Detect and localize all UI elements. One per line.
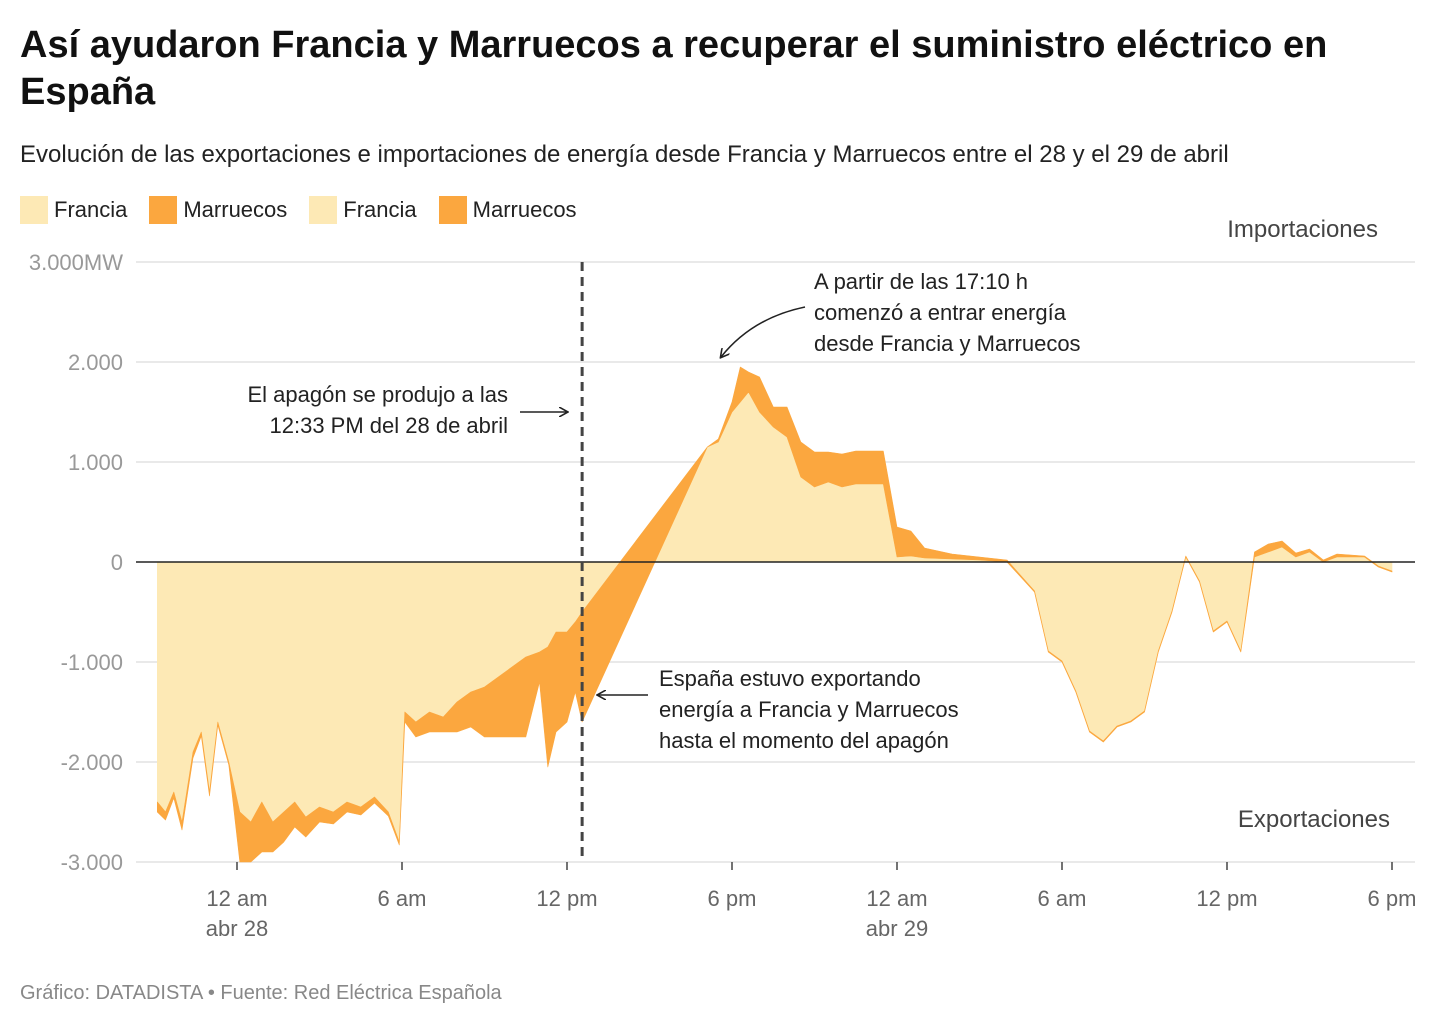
x-tick-label: 6 pm — [1368, 886, 1417, 911]
area-layer — [157, 366, 1393, 863]
y-tick-label: 0 — [111, 550, 123, 575]
annotation-export-line-1: España estuvo exportando — [659, 666, 921, 691]
annotation-import-line-3: desde Francia y Marruecos — [814, 331, 1081, 356]
y-tick-label: -3.000 — [61, 850, 123, 875]
x-tick-label: 6 am — [1038, 886, 1087, 911]
y-tick-label: 1.000 — [68, 450, 123, 475]
legend-swatch-marruecos-2 — [438, 196, 467, 224]
legend: Francia Marruecos Francia Marruecos — [20, 196, 599, 224]
y-tick-label: 2.000 — [68, 350, 123, 375]
x-tick-date-label: abr 29 — [866, 916, 928, 941]
annotation-import-line-1: A partir de las 17:10 h — [814, 269, 1028, 294]
x-tick-label: 6 am — [378, 886, 427, 911]
y-tick-label: 3.000MW — [29, 250, 123, 275]
y-tick-label: -2.000 — [61, 750, 123, 775]
annotation-blackout-line-1: El apagón se produjo a las — [247, 382, 508, 407]
legend-item-francia-2[interactable]: Francia — [309, 196, 417, 224]
x-tick-date-label: abr 28 — [206, 916, 268, 941]
region-label-exportaciones: Exportaciones — [1238, 806, 1390, 833]
x-tick-label: 6 pm — [708, 886, 757, 911]
legend-swatch-francia — [20, 196, 48, 224]
annotation-blackout: El apagón se produjo a las 12:33 PM del … — [247, 382, 567, 438]
x-tick-label: 12 am — [206, 886, 267, 911]
legend-item-francia[interactable]: Francia — [20, 196, 127, 224]
annotation-export-line-3: hasta el momento del apagón — [659, 728, 949, 753]
legend-label-marruecos: Marruecos — [183, 197, 288, 222]
annotation-import-start: A partir de las 17:10 h comenzó a entrar… — [721, 269, 1081, 357]
legend-label-marruecos-2: Marruecos — [472, 197, 577, 222]
legend-swatch-marruecos — [149, 196, 178, 224]
annotation-export-line-2: energía a Francia y Marruecos — [659, 697, 959, 722]
legend-swatch-francia-2 — [309, 196, 338, 224]
legend-item-marruecos[interactable]: Marruecos — [149, 196, 287, 224]
annotation-export-note: España estuvo exportando energía a Franc… — [598, 666, 959, 753]
y-tick-label: -1.000 — [61, 650, 123, 675]
legend-label-francia: Francia — [54, 197, 128, 222]
axis-layer: 3.000MW 2.000 1.000 0 -1.000 -2.000 -3.000 12 a… — [29, 250, 1417, 941]
chart-subtitle: Evolución de las exportaciones e importa… — [20, 141, 1229, 168]
curved-arrow-icon — [721, 306, 806, 357]
x-tick-label: 12 pm — [1196, 886, 1257, 911]
x-tick-label: 12 pm — [536, 886, 597, 911]
annotation-blackout-line-2: 12:33 PM del 28 de abril — [270, 413, 509, 438]
chart-title: Así ayudaron Francia y Marruecos a recup… — [20, 24, 1328, 113]
region-label-importaciones: Importaciones — [1227, 216, 1378, 243]
x-tick-label: 12 am — [866, 886, 927, 911]
annotation-import-line-2: comenzó a entrar energía — [814, 300, 1067, 325]
legend-label-francia-2: Francia — [343, 197, 417, 222]
legend-item-marruecos-2[interactable]: Marruecos — [438, 196, 577, 224]
area-series-francia[interactable] — [157, 391, 1393, 843]
chart-footer: Gráfico: DATADISTA • Fuente: Red Eléctri… — [20, 982, 502, 1004]
area-series-marruecos[interactable] — [157, 366, 1393, 863]
